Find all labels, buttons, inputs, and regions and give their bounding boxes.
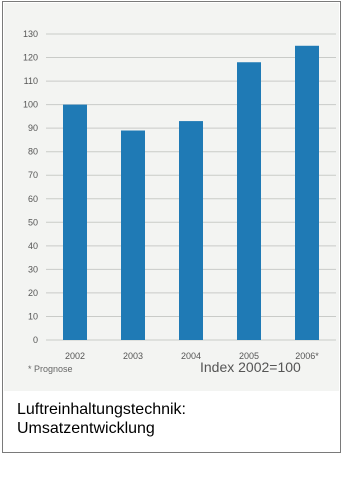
index-note: Index 2002=100 — [200, 359, 301, 375]
y-tick-label: 0 — [33, 335, 38, 345]
y-tick-label: 120 — [23, 53, 38, 63]
y-tick-label: 80 — [28, 147, 38, 157]
bar-2002 — [63, 104, 87, 340]
figure-frame: 0 10 20 30 40 50 60 70 80 90 100 110 120 130 2002 2003… — [2, 1, 341, 453]
y-tick-label: 10 — [28, 311, 38, 321]
y-tick-label: 130 — [23, 29, 38, 39]
x-axis-ticks: 2002 2003 2004 2005 2006* — [65, 351, 319, 361]
chart-panel: 0 10 20 30 40 50 60 70 80 90 100 110 120 130 2002 2003… — [4, 3, 339, 391]
figure-caption: Luftreinhaltungstechnik: Umsatzentwicklu… — [17, 400, 337, 438]
bar-2006 — [295, 45, 319, 341]
y-tick-label: 40 — [28, 241, 38, 251]
bar-2004 — [179, 121, 203, 340]
x-tick-label: 2003 — [123, 351, 143, 361]
y-tick-label: 100 — [23, 100, 38, 110]
y-tick-label: 70 — [28, 170, 38, 180]
bars — [63, 45, 319, 341]
bar-chart: 0 10 20 30 40 50 60 70 80 90 100 110 120 130 2002 2003… — [23, 29, 336, 361]
y-tick-label: 20 — [28, 288, 38, 298]
y-tick-label: 90 — [28, 123, 38, 133]
y-tick-label: 110 — [24, 76, 38, 86]
x-tick-label: 2006* — [295, 351, 319, 361]
x-tick-label: 2005 — [239, 351, 259, 361]
x-tick-label: 2004 — [181, 351, 201, 361]
caption-line-1: Luftreinhaltungstechnik: — [17, 401, 186, 418]
bar-2005 — [237, 62, 261, 340]
bar-2003 — [121, 130, 145, 340]
y-tick-label: 50 — [28, 217, 38, 227]
y-axis-ticks: 0 10 20 30 40 50 60 70 80 90 100 110 120 130 — [23, 29, 38, 345]
caption-line-2: Umsatzentwicklung — [17, 420, 155, 437]
y-tick-label: 30 — [28, 264, 38, 274]
forecast-note: * Prognose — [28, 364, 73, 374]
y-tick-label: 60 — [28, 194, 38, 204]
x-tick-label: 2002 — [65, 351, 85, 361]
